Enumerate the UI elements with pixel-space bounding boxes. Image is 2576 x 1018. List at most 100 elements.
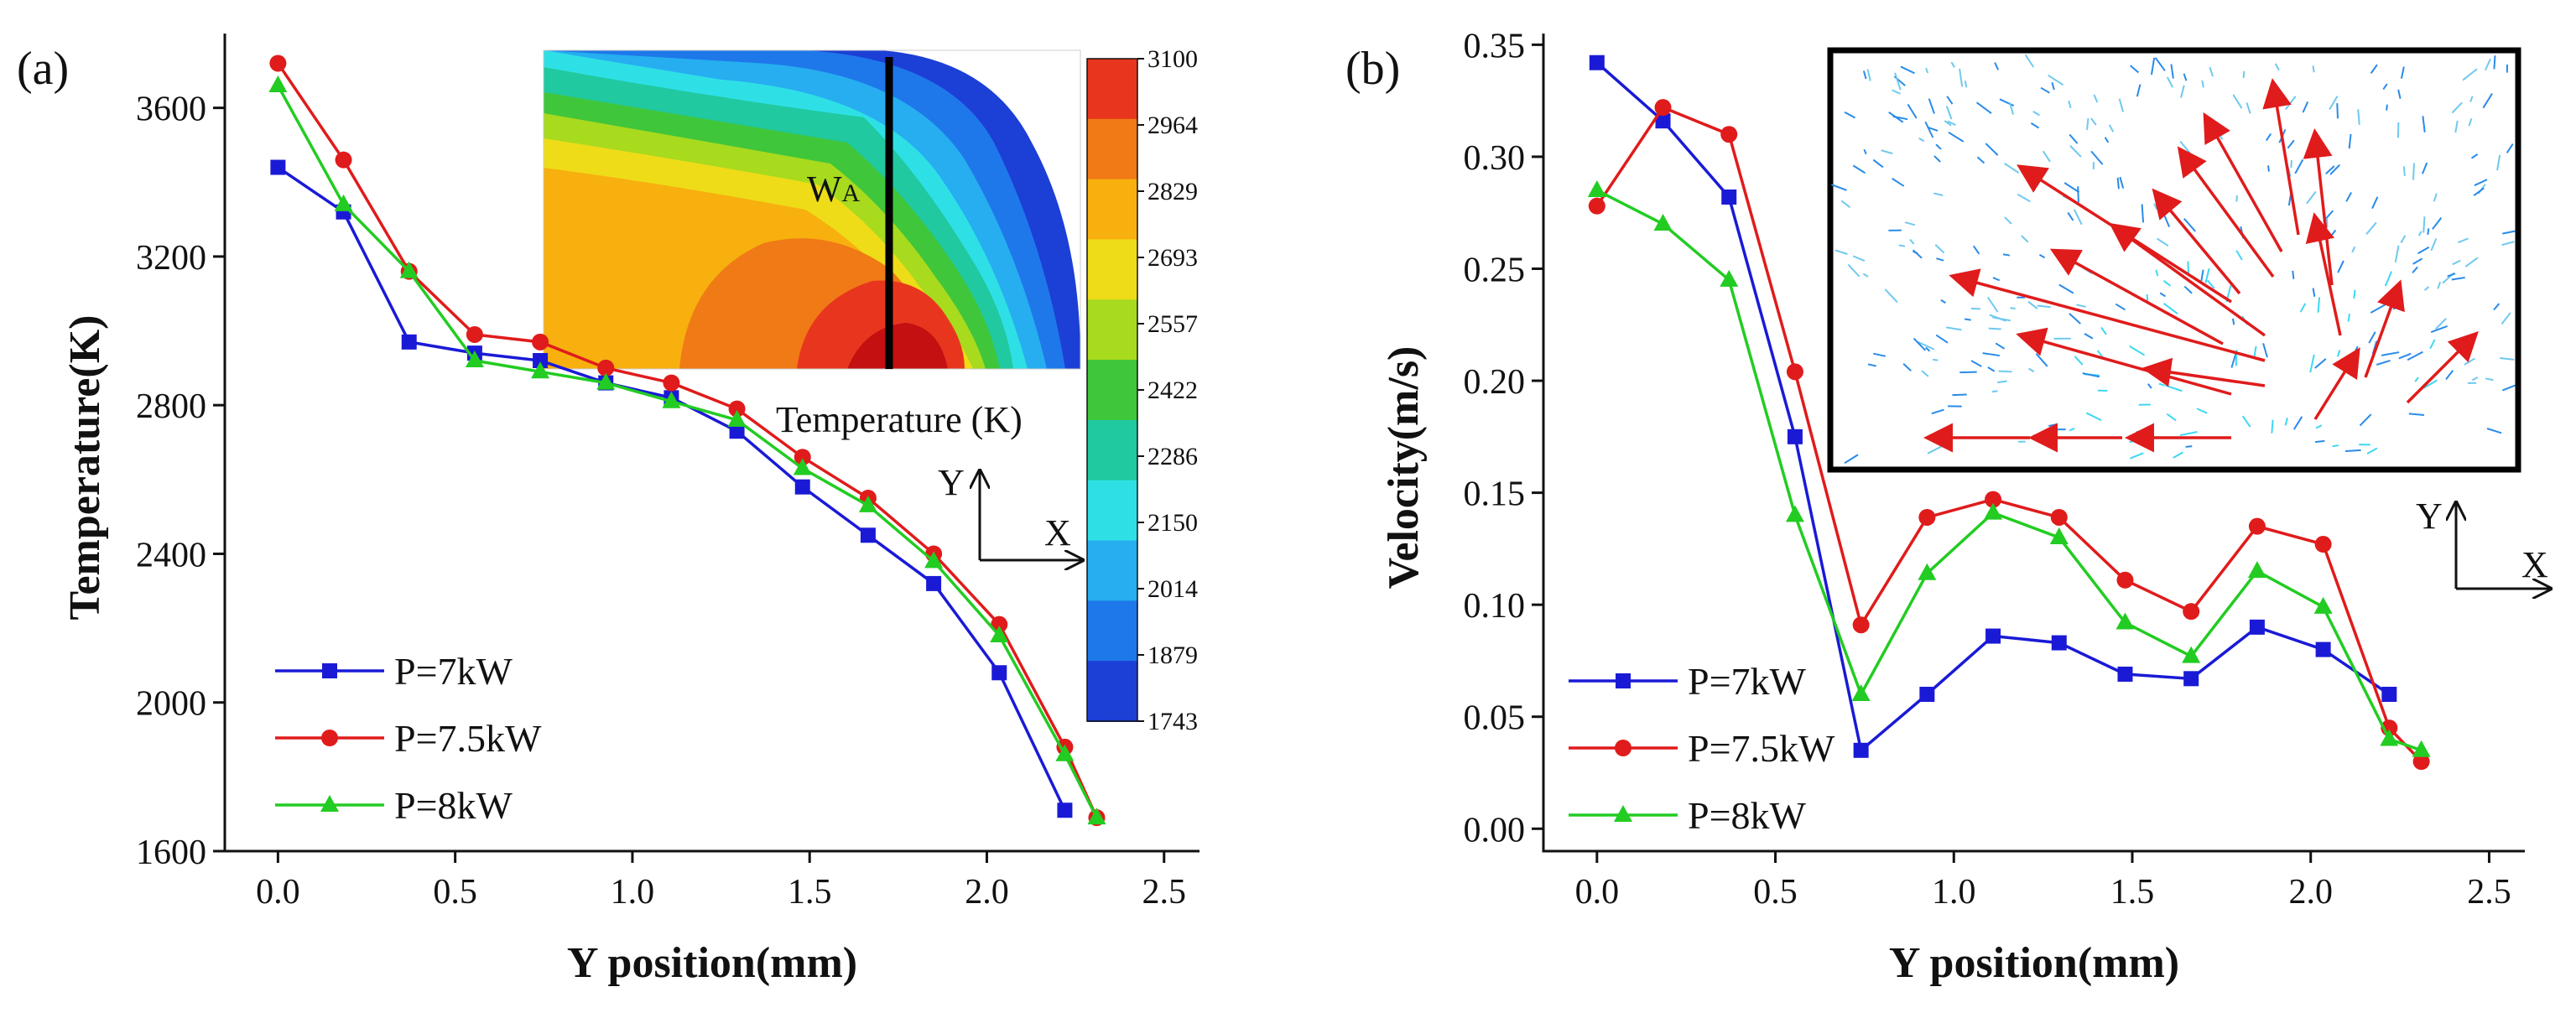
small-vector <box>2382 83 2388 91</box>
small-vector <box>2386 104 2388 111</box>
small-vector <box>2086 118 2089 130</box>
small-vector <box>1909 238 1915 245</box>
y-tick-label: 0.00 <box>1464 811 1526 849</box>
small-vector <box>2232 94 2243 109</box>
small-vector <box>2141 204 2145 223</box>
small-vector <box>2069 313 2081 325</box>
small-vector <box>2437 281 2442 289</box>
small-vector <box>2422 216 2426 233</box>
small-vector <box>2118 98 2125 112</box>
small-vector <box>2412 163 2415 180</box>
small-vector <box>1988 327 2001 330</box>
data-point-P=7kW <box>2249 619 2265 635</box>
small-vector <box>1925 67 1929 74</box>
small-vector <box>2002 253 2011 257</box>
small-vector <box>2004 162 2020 174</box>
small-vector <box>2185 445 2193 448</box>
small-vector <box>1995 342 2006 350</box>
small-vector <box>1936 257 1944 262</box>
small-vector <box>2351 246 2356 253</box>
small-vector <box>2473 187 2485 197</box>
small-vector <box>2290 159 2292 169</box>
legend-marker <box>320 795 339 812</box>
small-vector <box>1950 61 1955 68</box>
small-vector <box>2058 283 2074 294</box>
small-vector <box>2462 68 2478 81</box>
small-vector <box>2501 241 2515 247</box>
legend-label: P=7.5kW <box>1688 727 1835 770</box>
small-vector <box>2262 343 2268 358</box>
data-point-P=7.5kW <box>2314 536 2332 553</box>
small-vector <box>1894 72 1902 91</box>
small-vector <box>2368 331 2376 344</box>
data-point-P=7kW <box>1655 113 1671 129</box>
legend-label: P=7kW <box>1688 660 1807 703</box>
small-vector <box>2180 85 2185 98</box>
y-tick-label: 0.35 <box>1464 27 1526 65</box>
small-vector <box>2299 303 2307 313</box>
small-vector <box>1863 148 1867 155</box>
small-vector <box>1907 103 1918 119</box>
small-vector <box>2051 81 2055 91</box>
small-vector <box>2433 193 2438 202</box>
small-vector <box>1831 184 1847 191</box>
data-point-P=7kW <box>1721 190 1737 205</box>
small-vector <box>1912 249 1923 259</box>
small-vector <box>2090 150 2104 165</box>
small-vector <box>2004 216 2012 225</box>
x-tick-label: 2.0 <box>2288 873 2333 912</box>
data-point-P=8kW <box>2313 596 2333 614</box>
small-vector <box>2458 237 2469 244</box>
data-point-P=8kW <box>1918 563 1937 580</box>
x-tick-label: 2.5 <box>2467 873 2511 912</box>
data-point-P=8kW <box>662 391 681 408</box>
small-vector <box>2010 307 2016 310</box>
y-tick-label: 0.30 <box>1464 139 1526 178</box>
small-vector <box>2371 196 2379 210</box>
small-vector <box>1928 98 1935 114</box>
colorbar-segment <box>1087 179 1137 241</box>
panel-b-velocity-chart: (b) 0.0 0.5 1.0 1.5 2.0 2.50.000.050.100.150.… <box>1345 27 2550 987</box>
small-vector <box>2032 111 2040 117</box>
colorbar-tick-label: 2422 <box>1147 377 1198 404</box>
small-vector <box>2359 413 2372 427</box>
data-point-P=7.5kW <box>663 374 680 392</box>
data-point-P=7.5kW <box>1852 616 1870 634</box>
colorbar-segment <box>1087 600 1137 662</box>
colorbar-segment <box>1087 360 1137 421</box>
data-point-P=7.5kW <box>794 449 811 466</box>
small-vector <box>2417 246 2430 255</box>
small-vector <box>2376 359 2391 366</box>
small-vector <box>2454 120 2459 133</box>
small-vector <box>2040 86 2050 94</box>
small-vector <box>2325 165 2335 174</box>
data-point-P=7kW <box>729 423 745 439</box>
panel-a-temperature-chart: (a) WA Temperature (K) 3100 2964 2829 2693 2… <box>17 34 1200 987</box>
small-vector <box>2486 428 2502 434</box>
small-vector <box>2370 64 2378 74</box>
large-vector-arrow <box>2141 357 2266 387</box>
small-vector <box>2312 288 2316 297</box>
small-vector <box>2155 269 2159 277</box>
small-vector <box>2090 117 2097 126</box>
small-vector <box>2069 133 2079 144</box>
small-vector <box>2434 318 2447 330</box>
small-vector <box>1933 155 1941 163</box>
small-vector <box>2292 416 2303 430</box>
small-vector <box>2241 415 2251 428</box>
small-vector <box>2445 370 2454 380</box>
data-point-P=8kW <box>2380 729 2399 746</box>
small-vector <box>2166 76 2174 88</box>
data-point-P=7kW <box>991 665 1007 681</box>
small-vector <box>2042 150 2051 163</box>
small-vector <box>2119 176 2125 189</box>
small-vector <box>2485 377 2494 382</box>
colorbar-tick-label: 2150 <box>1147 509 1198 537</box>
colorbar-segment <box>1087 480 1137 542</box>
data-point-P=7kW <box>926 575 942 591</box>
data-point-P=7kW <box>2315 641 2331 657</box>
small-vector <box>1873 352 1886 357</box>
small-vector <box>2484 58 2491 71</box>
small-vector <box>2332 444 2339 448</box>
small-vector <box>2430 325 2448 334</box>
